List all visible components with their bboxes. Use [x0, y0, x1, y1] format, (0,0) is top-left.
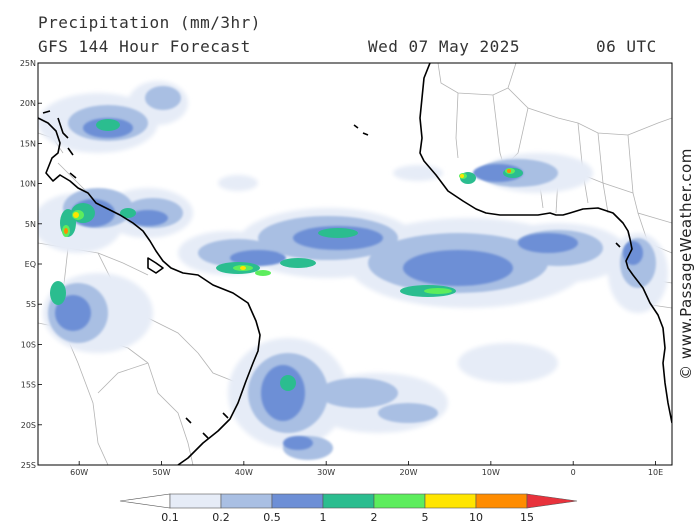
- forecast-date: Wed 07 May 2025: [368, 37, 520, 56]
- lon-label: 20W: [399, 468, 417, 477]
- credit-text: © www.PassageWeather.com: [677, 148, 695, 380]
- coastlines: [38, 63, 672, 465]
- forecast-time: 06 UTC: [596, 37, 657, 56]
- precip-moderate: [55, 118, 643, 450]
- lat-label: 10S: [21, 340, 36, 349]
- legend-swatch: [119, 493, 171, 509]
- legend-label: 15: [520, 511, 534, 524]
- lat-label: 5S: [26, 300, 36, 309]
- legend-swatch: [526, 493, 578, 509]
- precipitation-map: 25N 20N 15N 10N 5N EQ 5S 10S 15S 20S 25S 60W 50W 40W 3…: [20, 59, 673, 477]
- legend-swatch: [475, 493, 528, 509]
- lon-label: 0: [571, 468, 576, 477]
- legend-swatch: [373, 493, 426, 509]
- lat-label: 5N: [25, 220, 36, 229]
- lon-label: 30W: [317, 468, 335, 477]
- legend-swatch: [220, 493, 273, 509]
- lat-label: 25S: [21, 461, 36, 470]
- legend-label: 5: [422, 511, 429, 524]
- model-subtitle: GFS 144 Hour Forecast: [38, 37, 251, 56]
- product-title: Precipitation (mm/3hr): [38, 13, 261, 32]
- lon-label: 10E: [648, 468, 663, 477]
- lon-label: 50W: [152, 468, 170, 477]
- precip-legend: 0.1 0.2 0.5 1 2 5 10 15: [119, 493, 578, 524]
- precip-extreme: [64, 169, 511, 270]
- lon-label: 60W: [70, 468, 88, 477]
- legend-labels: 0.1 0.2 0.5 1 2 5 10 15: [161, 511, 534, 524]
- legend-swatch: [322, 493, 375, 509]
- legend-label: 0.5: [263, 511, 281, 524]
- legend-label: 0.2: [212, 511, 230, 524]
- lat-label: 20S: [21, 421, 36, 430]
- legend-swatch: [424, 493, 477, 509]
- lat-label: 15S: [21, 381, 36, 390]
- lat-label: 25N: [20, 59, 36, 68]
- legend-swatch: [271, 493, 324, 509]
- lat-label: 20N: [20, 99, 36, 108]
- lat-label: EQ: [25, 260, 36, 269]
- legend-swatch: [169, 493, 222, 509]
- lon-label: 10W: [482, 468, 500, 477]
- credit-watermark: © www.PassageWeather.com: [677, 148, 695, 380]
- legend-label: 1: [320, 511, 327, 524]
- axis-ticks: 25N 20N 15N 10N 5N EQ 5S 10S 15S 20S 25S 60W 50W 40W 3…: [20, 59, 663, 477]
- legend-label: 2: [371, 511, 378, 524]
- legend-colorbar: [119, 493, 578, 509]
- lon-label: 40W: [235, 468, 253, 477]
- legend-label: 10: [469, 511, 483, 524]
- legend-label: 0.1: [161, 511, 179, 524]
- lat-label: 10N: [20, 180, 36, 189]
- lat-label: 15N: [20, 139, 36, 148]
